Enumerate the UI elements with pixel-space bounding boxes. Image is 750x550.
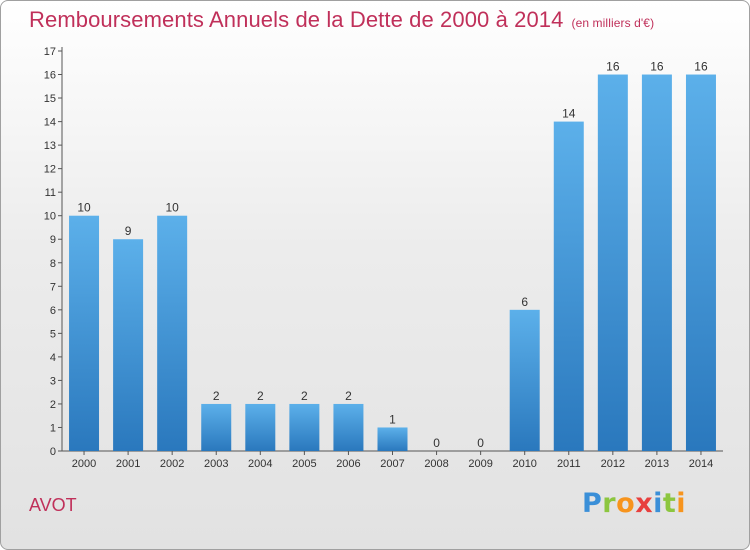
logo-letter: t <box>662 488 677 519</box>
x-tick-label: 2002 <box>160 458 184 470</box>
logo-letter: x <box>635 488 654 519</box>
bar <box>597 74 628 451</box>
y-tick-label: 5 <box>50 328 56 340</box>
y-tick-label: 3 <box>50 375 56 387</box>
chart-subtitle: (en milliers d'€) <box>571 16 655 30</box>
chart-title-text: Remboursements Annuels de la Dette de 20… <box>29 7 564 32</box>
x-tick-label: 2014 <box>689 458 713 470</box>
data-label: 2 <box>345 389 352 403</box>
y-tick-label: 13 <box>44 140 56 152</box>
logo-letter: i <box>653 488 663 519</box>
x-tick-label: 2005 <box>292 458 316 470</box>
y-tick-label: 10 <box>44 211 56 223</box>
data-label: 9 <box>125 224 132 238</box>
logo-letter: P <box>582 488 603 519</box>
x-tick-label: 2007 <box>380 458 404 470</box>
data-label: 10 <box>165 201 179 215</box>
data-label: 16 <box>650 60 664 74</box>
data-label: 0 <box>433 436 440 450</box>
data-label: 1 <box>389 412 396 426</box>
y-tick-label: 6 <box>50 305 56 317</box>
x-tick-label: 2010 <box>512 458 536 470</box>
data-label: 6 <box>521 295 528 309</box>
logo-letter: r <box>602 488 617 519</box>
x-tick-label: 2012 <box>601 458 625 470</box>
y-tick-label: 15 <box>44 93 56 105</box>
bar <box>245 403 276 451</box>
data-label: 2 <box>213 389 220 403</box>
y-tick-label: 1 <box>50 422 56 434</box>
data-label: 10 <box>77 201 91 215</box>
data-label: 16 <box>694 60 708 74</box>
bar <box>201 403 232 451</box>
x-tick-label: 2003 <box>204 458 228 470</box>
x-tick-label: 2009 <box>468 458 492 470</box>
logo-letter: i <box>676 488 687 519</box>
y-tick-label: 0 <box>50 446 56 458</box>
y-tick-label: 4 <box>50 352 56 364</box>
bar <box>333 403 364 451</box>
y-tick-label: 12 <box>44 164 56 176</box>
proxiti-logo: Proxiti <box>582 488 686 519</box>
bar <box>685 74 716 451</box>
bar <box>641 74 672 451</box>
commune-name: AVOT <box>29 495 77 515</box>
y-tick-label: 7 <box>50 281 56 293</box>
bar <box>377 427 408 451</box>
bar <box>553 121 584 452</box>
y-tick-label: 16 <box>44 70 56 82</box>
bar <box>157 215 188 451</box>
y-tick-label: 14 <box>44 117 56 129</box>
data-label: 2 <box>257 389 264 403</box>
bar <box>509 309 540 451</box>
y-tick-label: 9 <box>50 234 56 246</box>
chart-bars <box>69 74 716 452</box>
y-tick-label: 8 <box>50 258 56 270</box>
x-tick-label: 2000 <box>72 458 96 470</box>
x-tick-label: 2008 <box>424 458 448 470</box>
chart-title: Remboursements Annuels de la Dette de 20… <box>29 7 654 33</box>
x-tick-label: 2011 <box>557 458 581 470</box>
bar <box>113 239 144 451</box>
x-tick-label: 2004 <box>248 458 272 470</box>
x-tick-label: 2006 <box>336 458 360 470</box>
y-tick-label: 2 <box>50 399 56 411</box>
data-label: 0 <box>477 436 484 450</box>
data-label: 2 <box>301 389 308 403</box>
logo-letter: o <box>616 488 636 519</box>
x-tick-label: 2001 <box>116 458 140 470</box>
y-tick-label: 11 <box>45 187 56 199</box>
data-label: 14 <box>562 107 576 121</box>
y-tick-label: 17 <box>44 46 56 58</box>
bar <box>289 403 320 451</box>
data-label: 16 <box>606 60 620 74</box>
x-tick-label: 2013 <box>645 458 669 470</box>
bar <box>69 215 100 451</box>
